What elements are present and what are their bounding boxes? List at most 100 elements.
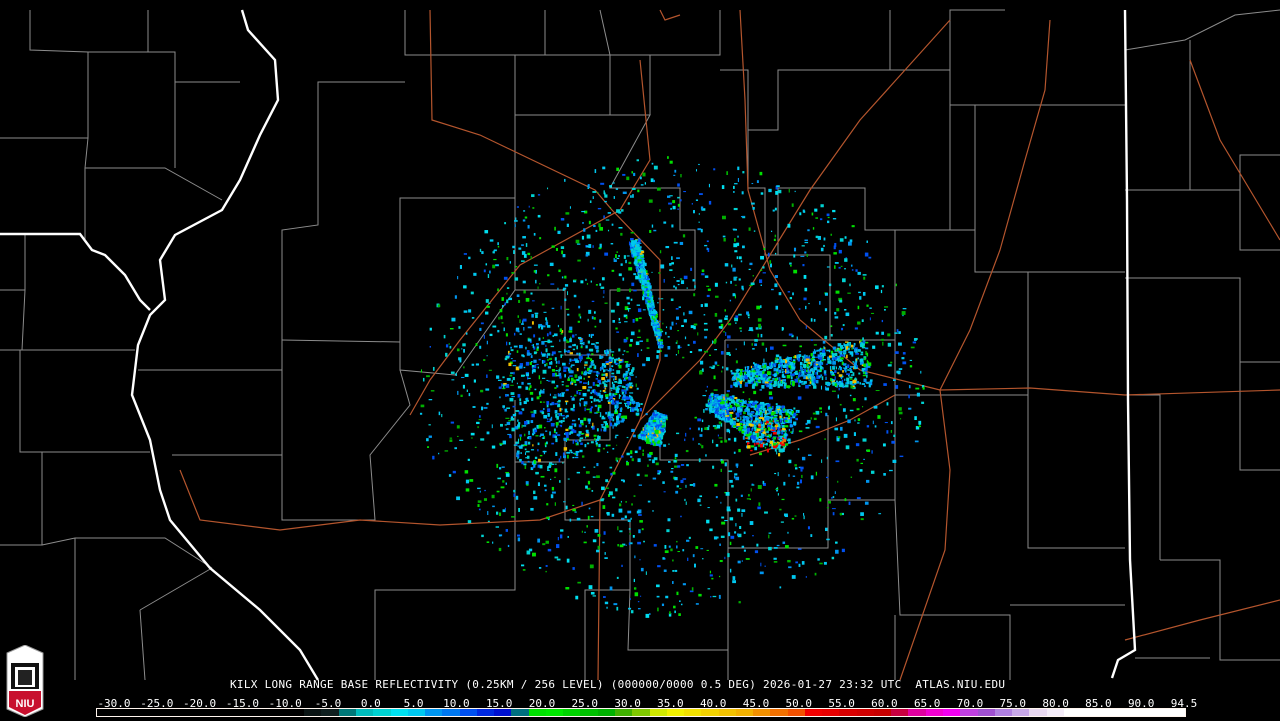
echo xyxy=(779,448,784,453)
echo xyxy=(615,358,618,361)
echo xyxy=(636,246,641,251)
echo xyxy=(789,296,793,300)
echo xyxy=(654,328,656,331)
echo xyxy=(772,416,775,420)
echo xyxy=(734,284,737,286)
echo xyxy=(780,422,784,424)
echo xyxy=(847,369,850,371)
echo xyxy=(680,280,685,285)
echo xyxy=(573,294,577,298)
echo xyxy=(779,508,782,511)
echo xyxy=(634,409,638,411)
echo xyxy=(653,315,655,318)
echo xyxy=(455,373,457,376)
echo xyxy=(708,397,710,401)
echo xyxy=(562,462,564,464)
echo xyxy=(517,419,519,422)
echo xyxy=(573,394,577,397)
echo xyxy=(539,401,542,403)
echo xyxy=(518,247,522,250)
echo xyxy=(720,535,725,538)
echo xyxy=(673,459,677,463)
echo xyxy=(530,355,533,358)
echo xyxy=(630,450,633,455)
echo xyxy=(517,438,520,442)
echo xyxy=(636,304,641,306)
echo xyxy=(737,404,741,407)
echo xyxy=(832,374,835,376)
echo xyxy=(768,366,772,369)
echo xyxy=(715,444,719,447)
echo xyxy=(637,601,640,603)
echo xyxy=(529,361,532,366)
echo xyxy=(546,404,549,408)
echo xyxy=(769,416,774,419)
echo xyxy=(631,369,634,373)
echo xyxy=(457,390,459,395)
echo xyxy=(786,409,790,414)
echo xyxy=(617,382,620,384)
echo xyxy=(826,456,828,460)
echo xyxy=(760,401,762,405)
echo xyxy=(837,480,839,483)
echo xyxy=(571,359,575,361)
echo xyxy=(918,420,922,425)
echo xyxy=(839,354,844,357)
echo xyxy=(753,390,757,395)
echo xyxy=(830,325,833,328)
echo xyxy=(605,480,609,483)
echo xyxy=(560,332,563,335)
echo xyxy=(558,420,563,423)
echo xyxy=(902,352,906,355)
echo xyxy=(706,294,710,298)
echo xyxy=(700,304,703,308)
echo xyxy=(788,411,792,415)
echo xyxy=(638,514,642,516)
echo xyxy=(806,363,809,367)
echo xyxy=(795,561,798,564)
echo xyxy=(798,354,802,357)
echo xyxy=(595,229,598,233)
echo xyxy=(602,541,605,544)
echo xyxy=(678,306,682,308)
echo xyxy=(550,494,554,499)
echo xyxy=(820,247,824,252)
echo xyxy=(863,276,866,280)
echo xyxy=(728,402,731,407)
echo xyxy=(752,438,755,443)
echo xyxy=(810,361,813,365)
echo xyxy=(848,343,850,345)
echo xyxy=(777,371,779,375)
echo xyxy=(766,366,769,371)
echo xyxy=(445,344,449,348)
echo xyxy=(740,406,743,409)
echo xyxy=(719,395,722,400)
echo xyxy=(573,358,578,362)
echo xyxy=(709,410,711,414)
echo xyxy=(457,276,459,280)
echo xyxy=(542,543,546,546)
echo xyxy=(625,405,627,408)
echo xyxy=(759,377,764,380)
echo xyxy=(867,362,872,366)
echo xyxy=(785,369,787,374)
echo xyxy=(725,492,730,496)
echo xyxy=(756,180,759,184)
echo xyxy=(532,344,535,348)
echo xyxy=(610,375,613,378)
echo xyxy=(522,236,526,239)
echo xyxy=(551,368,555,372)
echo xyxy=(547,466,549,470)
echo xyxy=(711,577,714,580)
echo xyxy=(523,444,528,447)
echo xyxy=(564,400,569,403)
echo xyxy=(819,347,822,351)
echo xyxy=(651,319,655,323)
echo xyxy=(615,423,617,427)
echo xyxy=(583,210,588,214)
echo xyxy=(686,464,689,467)
echo xyxy=(561,381,564,383)
echo xyxy=(540,325,544,330)
echo xyxy=(747,379,751,384)
echo xyxy=(815,371,818,375)
